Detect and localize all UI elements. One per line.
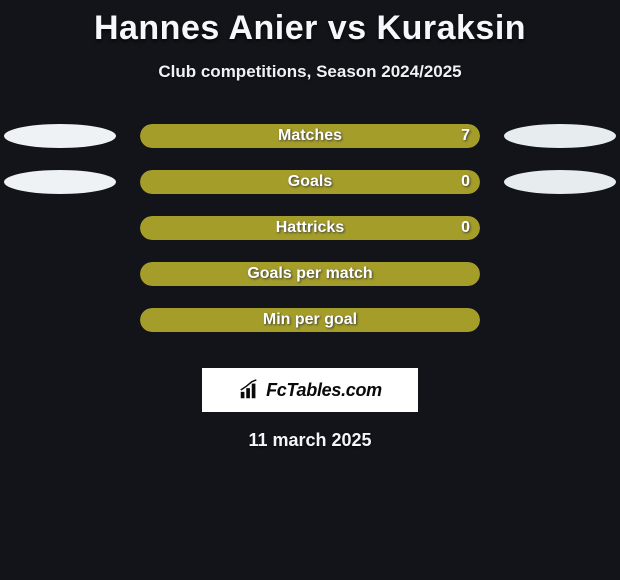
stat-bar: Min per goal — [140, 308, 480, 332]
stat-label: Goals — [140, 173, 480, 191]
date-label: 11 march 2025 — [0, 430, 620, 451]
left-ellipse — [4, 170, 116, 194]
stat-label: Matches — [140, 127, 480, 145]
left-ellipse — [4, 124, 116, 148]
page-title: Hannes Anier vs Kuraksin — [0, 0, 620, 48]
stat-bar: Goals per match — [140, 262, 480, 286]
stat-value: 7 — [461, 127, 470, 145]
stat-label: Goals per match — [140, 265, 480, 283]
stat-label: Min per goal — [140, 311, 480, 329]
stat-row: Hattricks0 — [0, 216, 620, 262]
stat-rows: Matches7Goals0Hattricks0Goals per matchM… — [0, 124, 620, 354]
stat-row: Goals0 — [0, 170, 620, 216]
stat-label: Hattricks — [140, 219, 480, 237]
subtitle: Club competitions, Season 2024/2025 — [0, 62, 620, 82]
stat-row: Goals per match — [0, 262, 620, 308]
bar-chart-icon — [238, 379, 260, 401]
right-ellipse — [504, 124, 616, 148]
stat-bar: Hattricks0 — [140, 216, 480, 240]
comparison-card: Hannes Anier vs Kuraksin Club competitio… — [0, 0, 620, 580]
logo-box: FcTables.com — [202, 368, 418, 412]
logo-text: FcTables.com — [266, 380, 382, 401]
stat-row: Min per goal — [0, 308, 620, 354]
stat-value: 0 — [461, 219, 470, 237]
stat-bar: Goals0 — [140, 170, 480, 194]
stat-row: Matches7 — [0, 124, 620, 170]
right-ellipse — [504, 170, 616, 194]
stat-bar: Matches7 — [140, 124, 480, 148]
stat-value: 0 — [461, 173, 470, 191]
